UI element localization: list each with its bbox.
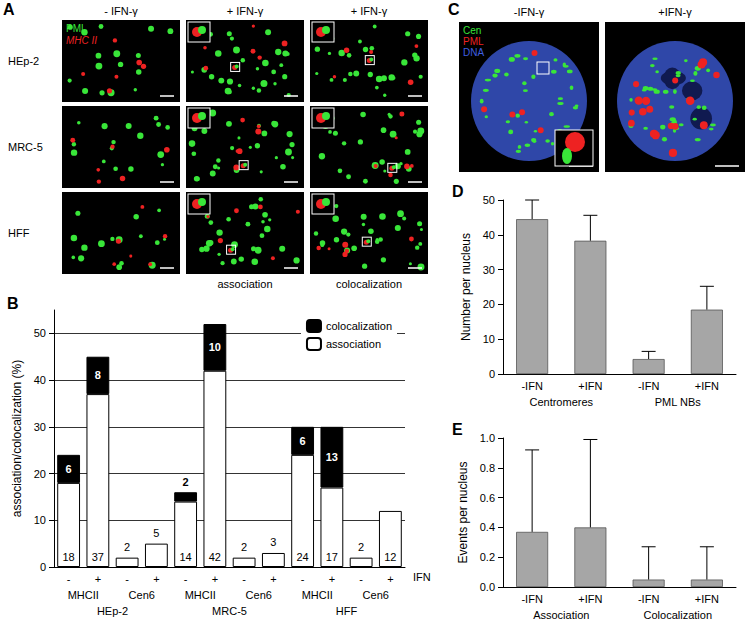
svg-text:-: - (242, 573, 246, 585)
svg-text:42: 42 (209, 551, 221, 563)
svg-text:-IFN: -IFN (638, 593, 659, 605)
svg-text:6: 6 (300, 435, 306, 447)
svg-text:colocalization: colocalization (326, 320, 392, 332)
svg-text:0.2: 0.2 (480, 551, 495, 563)
svg-text:Cen: Cen (463, 25, 481, 36)
svg-text:MRC-5: MRC-5 (212, 605, 247, 617)
svg-text:Association: Association (533, 609, 589, 621)
svg-text:MHCII: MHCII (302, 589, 333, 601)
svg-text:50: 50 (34, 327, 46, 339)
svg-text:14: 14 (180, 551, 192, 563)
svg-text:Cen6: Cen6 (129, 589, 155, 601)
svg-text:2: 2 (183, 476, 189, 488)
svg-text:18: 18 (63, 551, 75, 563)
svg-text:5: 5 (153, 527, 159, 539)
svg-text:2: 2 (358, 541, 364, 553)
svg-text:30: 30 (34, 421, 46, 433)
svg-text:HFF: HFF (336, 605, 358, 617)
svg-text:0.6: 0.6 (480, 492, 495, 504)
svg-text:40: 40 (34, 374, 46, 386)
svg-text:-IFN: -IFN (521, 593, 542, 605)
svg-text:+: + (95, 573, 101, 585)
svg-text:HEp-2: HEp-2 (97, 605, 128, 617)
svg-text:MRC-5: MRC-5 (8, 141, 43, 153)
svg-text:17: 17 (326, 551, 338, 563)
svg-text:0.0: 0.0 (480, 581, 495, 593)
svg-text:10: 10 (483, 333, 495, 345)
svg-text:+IFN: +IFN (578, 593, 602, 605)
svg-text:10: 10 (209, 341, 221, 353)
svg-text:1.0: 1.0 (480, 432, 495, 444)
svg-text:0.4: 0.4 (480, 521, 495, 533)
svg-text:DNA: DNA (463, 47, 484, 58)
svg-text:association: association (326, 338, 381, 350)
svg-text:+: + (270, 573, 276, 585)
svg-text:+IFN: +IFN (578, 380, 602, 392)
svg-text:10: 10 (34, 514, 46, 526)
svg-text:Number per nucleus: Number per nucleus (459, 233, 473, 341)
svg-text:PML: PML (463, 36, 484, 47)
svg-text:2: 2 (124, 541, 130, 553)
svg-text:0: 0 (40, 561, 46, 573)
svg-text:Centromeres: Centromeres (529, 396, 593, 408)
svg-text:HFF: HFF (8, 227, 30, 239)
svg-text:-: - (359, 573, 363, 585)
svg-text:B: B (7, 295, 19, 312)
svg-text:2: 2 (241, 541, 247, 553)
svg-text:association/colocalization (%): association/colocalization (%) (10, 360, 24, 517)
svg-text:+IFN-γ: +IFN-γ (658, 6, 692, 18)
svg-text:0.8: 0.8 (480, 462, 495, 474)
svg-text:8: 8 (95, 369, 101, 381)
svg-text:20: 20 (34, 468, 46, 480)
svg-text:-: - (301, 573, 305, 585)
svg-text:A: A (3, 1, 15, 18)
svg-text:- IFN-γ: - IFN-γ (104, 5, 138, 17)
svg-text:-IFN: -IFN (638, 380, 659, 392)
svg-text:40: 40 (483, 229, 495, 241)
svg-text:C: C (448, 1, 460, 18)
svg-text:6: 6 (66, 463, 72, 475)
svg-text:+IFN: +IFN (695, 380, 719, 392)
svg-text:3: 3 (270, 536, 276, 548)
svg-text:PML: PML (66, 23, 87, 34)
svg-text:+ IFN-γ: + IFN-γ (351, 5, 388, 17)
svg-text:24: 24 (297, 551, 309, 563)
svg-text:37: 37 (92, 551, 104, 563)
svg-text:13: 13 (326, 451, 338, 463)
svg-text:MHCII: MHCII (185, 589, 216, 601)
svg-text:HEp-2: HEp-2 (8, 55, 39, 67)
svg-text:PML NBs: PML NBs (655, 396, 702, 408)
svg-text:+ IFN-γ: + IFN-γ (227, 5, 264, 17)
svg-text:+: + (329, 573, 335, 585)
svg-text:30: 30 (483, 264, 495, 276)
svg-text:MHCII: MHCII (68, 589, 99, 601)
svg-text:+: + (153, 573, 159, 585)
svg-text:colocalization: colocalization (336, 278, 402, 290)
svg-text:MHC II: MHC II (66, 35, 97, 46)
svg-text:-: - (67, 573, 71, 585)
svg-text:-IFN: -IFN (521, 380, 542, 392)
svg-text:+: + (212, 573, 218, 585)
svg-text:+IFN: +IFN (695, 593, 719, 605)
svg-text:-IFN-γ: -IFN-γ (514, 6, 545, 18)
svg-text:Cen6: Cen6 (363, 589, 389, 601)
svg-text:IFN: IFN (413, 571, 431, 583)
svg-text:Events per nucleus: Events per nucleus (456, 461, 470, 563)
svg-text:0: 0 (489, 368, 495, 380)
svg-text:Colocalization: Colocalization (644, 609, 712, 621)
svg-text:E: E (452, 421, 463, 438)
svg-text:D: D (452, 183, 464, 200)
svg-text:association: association (217, 278, 272, 290)
svg-text:+: + (387, 573, 393, 585)
svg-text:12: 12 (384, 551, 396, 563)
svg-text:50: 50 (483, 194, 495, 206)
svg-text:-: - (184, 573, 188, 585)
svg-text:Cen6: Cen6 (246, 589, 272, 601)
svg-text:-: - (125, 573, 129, 585)
svg-text:20: 20 (483, 298, 495, 310)
